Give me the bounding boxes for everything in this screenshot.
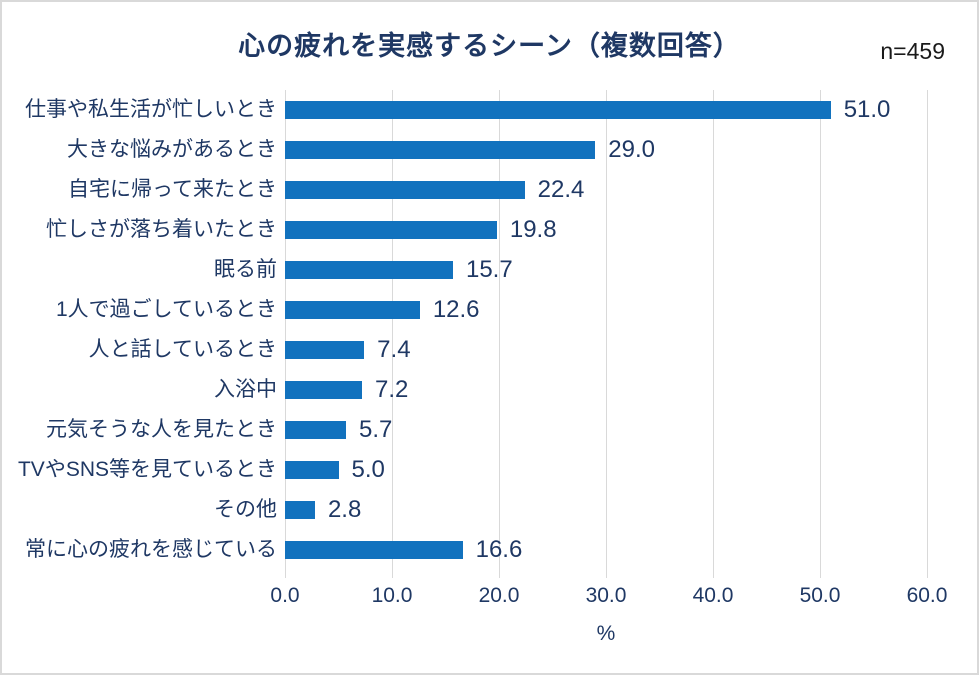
x-tick-label: 30.0 xyxy=(585,584,627,607)
gridline xyxy=(927,90,928,578)
category-label: 1人で過ごしているとき xyxy=(55,298,277,321)
bar xyxy=(285,341,365,359)
gridline xyxy=(606,90,607,578)
bar-value-label: 7.4 xyxy=(377,336,411,363)
category-label: 眠る前 xyxy=(214,258,277,281)
bar-value-label: 7.2 xyxy=(375,376,409,403)
bar-value-label: 16.6 xyxy=(475,536,523,563)
bar-value-label: 12.6 xyxy=(432,296,480,323)
bar xyxy=(285,181,525,199)
category-label: 自宅に帰って来たとき xyxy=(68,178,277,201)
gridline xyxy=(713,90,714,578)
bar-value-label: 19.8 xyxy=(509,216,557,243)
gridline xyxy=(820,90,821,578)
sample-size-label: n=459 xyxy=(880,38,945,64)
category-label: 人と話しているとき xyxy=(88,338,277,361)
bar-value-label: 15.7 xyxy=(465,256,513,283)
x-tick-label: 0.0 xyxy=(270,584,300,607)
x-tick-label: 50.0 xyxy=(799,584,841,607)
category-label: 大きな悩みがあるとき xyxy=(67,138,277,161)
gridline xyxy=(285,90,286,578)
bar-value-label: 22.4 xyxy=(537,176,585,203)
bar xyxy=(285,221,497,239)
category-label: 元気そうな人を見たとき xyxy=(46,418,277,441)
bar xyxy=(285,301,420,319)
chart-title: 心の疲れを実感するシーン（複数回答） xyxy=(238,31,741,61)
gridline xyxy=(392,90,393,578)
bar xyxy=(285,501,315,519)
category-label: 常に心の疲れを感じている xyxy=(25,538,277,561)
bar-value-label: 2.8 xyxy=(327,496,362,523)
bar-value-label: 5.7 xyxy=(358,416,393,443)
category-label: TVやSNS等を見ているとき xyxy=(17,458,277,481)
category-label: 仕事や私生活が忙しいとき xyxy=(25,98,277,121)
bar xyxy=(285,541,463,559)
x-tick-label: 40.0 xyxy=(692,584,734,607)
bar xyxy=(285,461,339,479)
x-tick-label: 20.0 xyxy=(478,584,520,607)
gridline xyxy=(499,90,500,578)
bar-value-label: 5.0 xyxy=(351,456,385,483)
category-label: 入浴中 xyxy=(214,378,277,401)
bar xyxy=(285,141,596,159)
bar xyxy=(285,381,363,399)
plot-area: 51.0 29.0 22.4 19.8 15.7 12.6 7.4 7.2 5.7 5.0 2.8 1… xyxy=(285,90,928,578)
bar xyxy=(285,421,346,439)
category-label: 忙しさが落ち着いたとき xyxy=(46,218,277,241)
bar-value-label: 51.0 xyxy=(843,96,891,123)
bar xyxy=(285,261,453,279)
x-tick-label: 10.0 xyxy=(371,584,413,607)
bar xyxy=(285,101,831,119)
bar-value-label: 29.0 xyxy=(608,136,656,163)
category-label: その他 xyxy=(214,498,277,521)
x-tick-label: 60.0 xyxy=(906,584,948,607)
x-axis-unit-label: % xyxy=(596,622,616,645)
